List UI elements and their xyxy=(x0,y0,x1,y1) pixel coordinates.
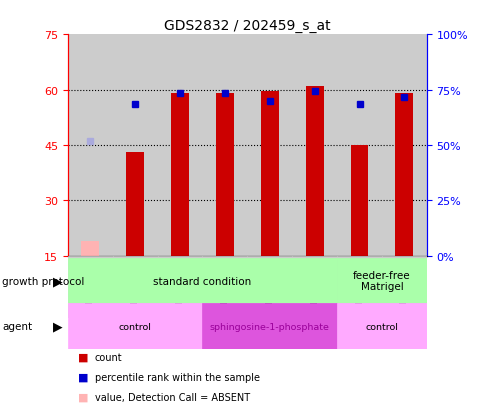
Bar xyxy=(350,146,368,256)
Bar xyxy=(112,35,157,256)
Text: count: count xyxy=(94,352,122,362)
Bar xyxy=(202,304,336,349)
Bar xyxy=(291,35,336,256)
Title: GDS2832 / 202459_s_at: GDS2832 / 202459_s_at xyxy=(164,19,330,33)
Text: ■: ■ xyxy=(77,372,88,382)
Bar xyxy=(171,94,189,256)
Text: ▶: ▶ xyxy=(53,320,63,333)
Text: ■: ■ xyxy=(77,392,88,402)
Bar xyxy=(305,87,323,256)
Bar xyxy=(336,258,426,304)
Bar xyxy=(202,256,247,318)
Text: ■: ■ xyxy=(77,412,88,413)
Text: control: control xyxy=(365,322,397,331)
Text: value, Detection Call = ABSENT: value, Detection Call = ABSENT xyxy=(94,392,249,402)
Bar xyxy=(336,304,426,349)
Text: GSM194308: GSM194308 xyxy=(130,265,139,320)
Text: ▶: ▶ xyxy=(53,274,63,287)
Bar xyxy=(381,256,426,318)
Bar xyxy=(68,304,202,349)
Text: rank, Detection Call = ABSENT: rank, Detection Call = ABSENT xyxy=(94,412,244,413)
Text: GSM194314: GSM194314 xyxy=(399,265,408,320)
Text: agent: agent xyxy=(2,321,32,331)
Text: growth protocol: growth protocol xyxy=(2,276,85,286)
Bar xyxy=(247,35,291,256)
Bar xyxy=(68,35,112,256)
Bar xyxy=(68,258,336,304)
Text: standard condition: standard condition xyxy=(153,276,251,286)
Bar xyxy=(68,256,112,318)
Bar xyxy=(336,256,381,318)
Text: sphingosine-1-phosphate: sphingosine-1-phosphate xyxy=(210,322,329,331)
Bar xyxy=(202,35,247,256)
Bar xyxy=(260,92,278,256)
Bar xyxy=(336,35,381,256)
Bar xyxy=(247,256,291,318)
Bar xyxy=(215,94,233,256)
Text: GSM194310: GSM194310 xyxy=(220,265,229,320)
Bar xyxy=(394,94,412,256)
Text: GSM194309: GSM194309 xyxy=(175,265,184,320)
Text: percentile rank within the sample: percentile rank within the sample xyxy=(94,372,259,382)
Bar xyxy=(381,35,426,256)
Text: GSM194311: GSM194311 xyxy=(265,265,274,320)
Bar xyxy=(81,241,99,256)
Text: GSM194312: GSM194312 xyxy=(309,265,318,320)
Text: control: control xyxy=(119,322,151,331)
Bar xyxy=(157,256,202,318)
Bar xyxy=(157,35,202,256)
Text: feeder-free
Matrigel: feeder-free Matrigel xyxy=(352,270,410,292)
Text: GSM194307: GSM194307 xyxy=(86,265,95,320)
Bar xyxy=(126,153,144,256)
Text: GSM194313: GSM194313 xyxy=(354,265,363,320)
Text: ■: ■ xyxy=(77,352,88,362)
Bar xyxy=(291,256,336,318)
Bar xyxy=(112,256,157,318)
